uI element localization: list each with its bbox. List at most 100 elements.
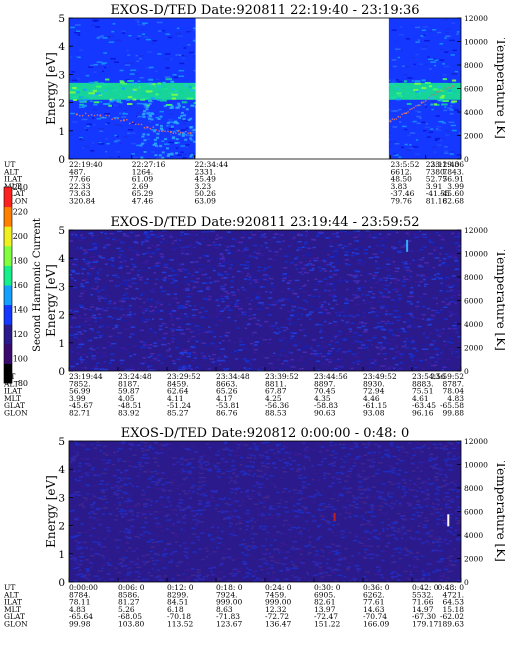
y2-tick-label: 4000 bbox=[464, 320, 483, 329]
ephemeris-value: 14.63 bbox=[363, 605, 385, 614]
y-tick-label: 2 bbox=[58, 521, 65, 533]
ephemeris-value: 3.83 bbox=[390, 182, 407, 191]
y-tick-label: 5 bbox=[58, 225, 65, 237]
ephemeris-value: 84.51 bbox=[167, 598, 188, 607]
ephemeris-value: 2.69 bbox=[132, 182, 149, 191]
colorbar-segment bbox=[4, 324, 12, 345]
y-tick-label: 4 bbox=[58, 41, 65, 53]
ephemeris-value: -67.30 bbox=[412, 612, 436, 621]
ephemeris-value: 103.80 bbox=[118, 620, 144, 629]
y2-axis-label: Temperature [K] bbox=[494, 38, 505, 139]
temperature-point bbox=[99, 114, 102, 117]
ephemeris-value: 1264. bbox=[132, 167, 153, 176]
y2-tick-label: 4000 bbox=[464, 108, 483, 117]
ephemeris-value: 99.98 bbox=[69, 620, 91, 629]
ephemeris-value: 56.91 bbox=[443, 175, 464, 184]
ephemeris-value: 0:12: 0 bbox=[167, 583, 194, 592]
ephemeris-value: 8811. bbox=[265, 379, 286, 388]
ephemeris-value: -45.67 bbox=[69, 401, 93, 410]
y2-tick-label: 8000 bbox=[464, 273, 483, 282]
ephemeris-value: 63.09 bbox=[194, 197, 216, 206]
y2-tick-label: 0 bbox=[464, 155, 469, 164]
ephemeris-label: GLAT bbox=[4, 612, 25, 621]
ephemeris-value: -70.18 bbox=[167, 612, 191, 621]
ephemeris-value: 3.99 bbox=[69, 394, 86, 403]
ephemeris-value: 4.83 bbox=[69, 605, 86, 614]
ephemeris-value: 56.99 bbox=[69, 387, 91, 396]
ephemeris-value: 0:24: 0 bbox=[265, 583, 292, 592]
ephemeris-value: -72.47 bbox=[314, 612, 338, 621]
temperature-point bbox=[405, 112, 408, 115]
ephemeris-value: 77.61 bbox=[363, 598, 384, 607]
ephemeris-value: -68.05 bbox=[118, 612, 142, 621]
ephemeris-value: 14.97 bbox=[412, 605, 434, 614]
y-tick-label: 3 bbox=[58, 69, 65, 81]
ephemeris-value: 487. bbox=[69, 167, 86, 176]
panel-title: EXOS-D/TED Date:920811 22:19:40 - 23:19:… bbox=[110, 3, 419, 18]
ephemeris-value: 13.97 bbox=[314, 605, 336, 614]
colorbar-segment bbox=[4, 226, 12, 247]
ephemeris-value: 5.26 bbox=[118, 605, 135, 614]
ephemeris-value: 82.61 bbox=[314, 598, 335, 607]
ephemeris-label: GLAT bbox=[4, 401, 25, 410]
ephemeris-value: 22:19:40 bbox=[69, 160, 103, 169]
ephemeris-value: 73.63 bbox=[69, 189, 91, 198]
y2-tick-label: 6000 bbox=[464, 85, 483, 94]
ephemeris-label: ILAT bbox=[4, 598, 22, 607]
y2-tick-label: 10000 bbox=[464, 461, 488, 470]
colorbar-tick-label: 180 bbox=[13, 257, 28, 266]
ephemeris-value: -65.58 bbox=[440, 401, 464, 410]
ephemeris-value: 78.04 bbox=[443, 387, 465, 396]
ephemeris-value: -53.81 bbox=[216, 401, 240, 410]
ephemeris-value: 8930. bbox=[363, 379, 384, 388]
ephemeris-value: 4.05 bbox=[118, 394, 135, 403]
y-axis-label: Energy [eV] bbox=[44, 52, 58, 125]
ephemeris-label: ILAT bbox=[4, 175, 22, 184]
ephemeris-value: 64.53 bbox=[443, 598, 465, 607]
ephemeris-value: 23:29:52 bbox=[167, 372, 201, 381]
ephemeris-value: 8.63 bbox=[216, 605, 233, 614]
ephemeris-value: 81.16 bbox=[426, 197, 448, 206]
ephemeris-value: 0:06: 0 bbox=[118, 583, 145, 592]
y-tick-label: 1 bbox=[58, 338, 65, 350]
y-tick-label: 1 bbox=[58, 549, 65, 561]
panel-3: EXOS-D/TED Date:920812 0:00:00 - 0:48: 0… bbox=[3, 426, 505, 629]
y2-axis-label: Temperature [K] bbox=[494, 250, 505, 351]
ephemeris-label: MLT bbox=[4, 394, 21, 403]
temperature-point bbox=[122, 119, 125, 122]
ephemeris-value: 189.63 bbox=[438, 620, 464, 629]
colorbar-tick-label: 240 bbox=[13, 183, 28, 192]
ephemeris-label: GLON bbox=[4, 197, 28, 206]
ephemeris-value: 4.35 bbox=[314, 394, 331, 403]
ephemeris-value: 4.46 bbox=[363, 394, 380, 403]
y-axis-label: Energy [eV] bbox=[44, 264, 58, 337]
y2-tick-label: 6000 bbox=[464, 297, 483, 306]
ephemeris-value: 2331. bbox=[194, 167, 215, 176]
ephemeris-value: 7924. bbox=[216, 590, 237, 599]
ephemeris-value: 7459. bbox=[265, 590, 286, 599]
ephemeris-value: 52.77 bbox=[426, 175, 448, 184]
temperature-point bbox=[169, 130, 173, 134]
y-tick-label: 4 bbox=[58, 464, 65, 476]
y-tick-label: 5 bbox=[58, 13, 65, 25]
y2-tick-label: 12000 bbox=[464, 226, 488, 235]
ephemeris-label: ILAT bbox=[4, 387, 22, 396]
ephemeris-value: 45.49 bbox=[194, 175, 216, 184]
ephemeris-value: 8787. bbox=[443, 379, 464, 388]
ephemeris-value: 12.32 bbox=[265, 605, 287, 614]
ephemeris-label: ALT bbox=[3, 379, 19, 388]
ephemeris-value: 0:42: 0 bbox=[412, 583, 439, 592]
ephemeris-value: 62.64 bbox=[167, 387, 189, 396]
ephemeris-value: 999.00 bbox=[216, 598, 242, 607]
colorbar-tick-label: 80 bbox=[18, 379, 28, 388]
y2-tick-label: 2000 bbox=[464, 132, 483, 141]
ephemeris-value: -63.45 bbox=[412, 401, 436, 410]
y2-tick-label: 10000 bbox=[464, 38, 488, 47]
ephemeris-value: 8784. bbox=[69, 590, 90, 599]
y-tick-label: 3 bbox=[58, 281, 65, 293]
ephemeris-value: -72.72 bbox=[265, 612, 289, 621]
ephemeris-value: 72.94 bbox=[363, 387, 385, 396]
ephemeris-value: 4.25 bbox=[265, 394, 282, 403]
y2-tick-label: 0 bbox=[464, 578, 469, 587]
ephemeris-value: 47.46 bbox=[132, 197, 154, 206]
